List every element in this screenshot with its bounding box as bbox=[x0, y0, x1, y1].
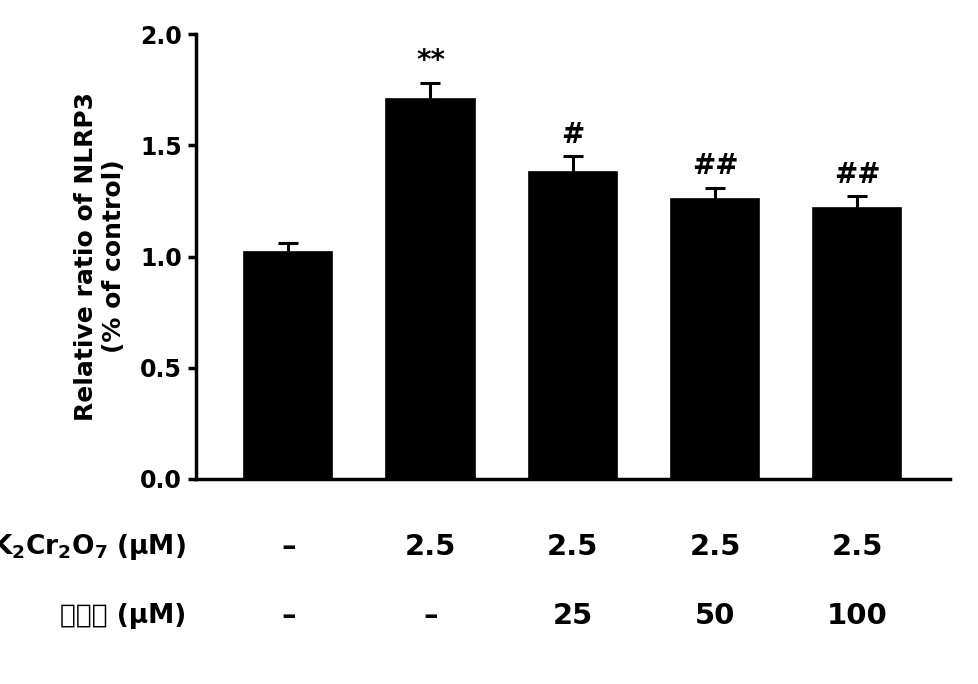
Bar bbox=[244, 252, 332, 479]
Text: 阿魏酸 (μM): 阿魏酸 (μM) bbox=[60, 603, 186, 629]
Text: –: – bbox=[281, 534, 295, 561]
Text: $\mathbf{K_2Cr_2O_7\ (\mu M)}$: $\mathbf{K_2Cr_2O_7\ (\mu M)}$ bbox=[0, 532, 186, 562]
Text: 2.5: 2.5 bbox=[547, 534, 598, 561]
Bar bbox=[813, 208, 901, 479]
Text: 100: 100 bbox=[826, 602, 887, 629]
Bar bbox=[386, 98, 474, 479]
Text: **: ** bbox=[416, 47, 445, 75]
Text: ##: ## bbox=[691, 152, 737, 180]
Bar bbox=[670, 199, 758, 479]
Text: #: # bbox=[560, 120, 584, 148]
Text: –: – bbox=[422, 602, 437, 629]
Text: 25: 25 bbox=[552, 602, 593, 629]
Text: –: – bbox=[281, 602, 295, 629]
Text: ##: ## bbox=[833, 161, 879, 189]
Bar bbox=[528, 172, 616, 479]
Text: 2.5: 2.5 bbox=[404, 534, 456, 561]
Text: 2.5: 2.5 bbox=[689, 534, 740, 561]
Text: 2.5: 2.5 bbox=[830, 534, 882, 561]
Text: 50: 50 bbox=[694, 602, 734, 629]
Y-axis label: Relative ratio of NLRP3
(% of control): Relative ratio of NLRP3 (% of control) bbox=[74, 92, 126, 421]
